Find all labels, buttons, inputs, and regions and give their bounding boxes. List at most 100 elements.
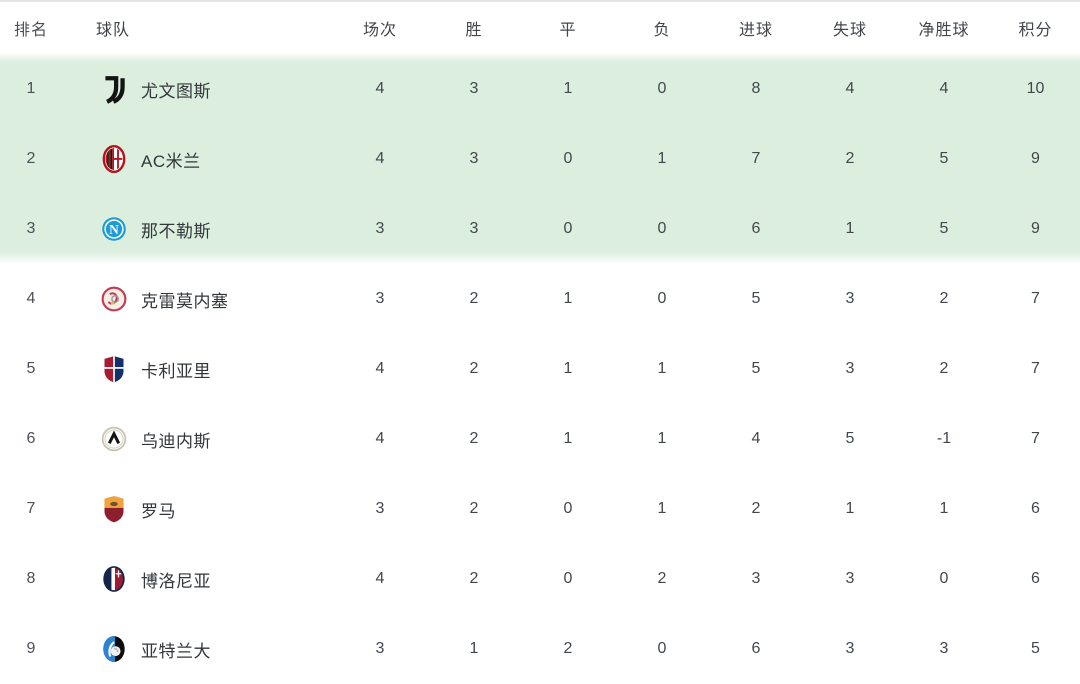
wins-cell: 3 xyxy=(469,80,479,97)
wins-cell: 2 xyxy=(469,570,479,587)
team-name: AC米兰 xyxy=(141,151,201,171)
goals-against-cell: 2 xyxy=(845,150,855,167)
draws-cell: 0 xyxy=(563,570,573,587)
table-row[interactable]: 3 N 那不勒斯 3 3 0 0 6 1 5 9 xyxy=(0,194,1080,264)
goals-for-cell: 5 xyxy=(751,290,761,307)
bologna-logo-icon xyxy=(100,564,128,594)
losses-cell: 2 xyxy=(657,570,667,587)
wins-cell: 3 xyxy=(469,150,479,167)
rank-cell: 2 xyxy=(26,150,36,167)
points-cell: 10 xyxy=(1026,80,1045,97)
rank-cell: 5 xyxy=(26,360,36,377)
cremonese-logo-icon xyxy=(100,284,128,314)
goals-for-cell: 6 xyxy=(751,640,761,657)
header-draws: 平 xyxy=(559,22,577,39)
losses-cell: 1 xyxy=(657,430,667,447)
goals-against-cell: 3 xyxy=(845,290,855,307)
played-cell: 3 xyxy=(375,640,385,657)
points-cell: 9 xyxy=(1031,150,1040,167)
udinese-logo-icon xyxy=(100,424,128,454)
team-cell: 乌迪内斯 xyxy=(62,424,333,454)
draws-cell: 1 xyxy=(563,360,573,377)
team-name: 亚特兰大 xyxy=(141,641,211,661)
played-cell: 4 xyxy=(375,150,385,167)
draws-cell: 0 xyxy=(563,500,573,517)
team-cell: 博洛尼亚 xyxy=(62,564,333,594)
team-cell: 罗马 xyxy=(62,494,333,524)
rank-cell: 4 xyxy=(26,290,36,307)
goal-diff-cell: 5 xyxy=(939,220,949,237)
table-row[interactable]: 5 卡利亚里 4 2 1 1 xyxy=(0,334,1080,404)
goals-for-cell: 6 xyxy=(751,220,761,237)
napoli-logo-icon: N xyxy=(100,214,128,244)
team-cell: 尤文图斯 xyxy=(62,74,333,104)
team-name: 罗马 xyxy=(141,501,176,521)
rank-cell: 8 xyxy=(26,570,36,587)
goals-for-cell: 5 xyxy=(751,360,761,377)
header-points: 积分 xyxy=(1018,22,1053,39)
table-row[interactable]: 4 克雷莫内塞 3 2 1 0 5 3 2 7 xyxy=(0,264,1080,334)
points-cell: 9 xyxy=(1031,220,1040,237)
goals-for-cell: 4 xyxy=(751,430,761,447)
draws-cell: 2 xyxy=(563,640,573,657)
rank-cell: 7 xyxy=(26,500,36,517)
table-row[interactable]: 7 罗马 3 2 0 1 2 1 xyxy=(0,474,1080,544)
team-cell: 亚特兰大 xyxy=(62,634,333,664)
roma-logo-icon xyxy=(100,494,128,524)
table-row[interactable]: 8 博洛尼亚 4 2 xyxy=(0,544,1080,614)
played-cell: 4 xyxy=(375,430,385,447)
table-row[interactable]: 6 乌迪内斯 4 2 1 1 4 5 -1 7 xyxy=(0,404,1080,474)
points-cell: 7 xyxy=(1031,430,1040,447)
header-played: 场次 xyxy=(362,22,397,39)
wins-cell: 2 xyxy=(469,500,479,517)
goal-diff-cell: 3 xyxy=(939,640,949,657)
goals-against-cell: 5 xyxy=(845,430,855,447)
rank-cell: 3 xyxy=(26,220,36,237)
header-goals-for: 进球 xyxy=(738,22,773,39)
draws-cell: 1 xyxy=(563,430,573,447)
played-cell: 4 xyxy=(375,360,385,377)
team-cell: N 那不勒斯 xyxy=(62,214,333,244)
played-cell: 4 xyxy=(375,570,385,587)
header-team: 球队 xyxy=(96,22,131,39)
team-name: 尤文图斯 xyxy=(141,81,211,101)
played-cell: 4 xyxy=(375,80,385,97)
played-cell: 3 xyxy=(375,500,385,517)
standings-body: 4 克雷莫内塞 3 2 1 0 5 3 2 7 xyxy=(0,264,1080,684)
atalanta-logo-icon xyxy=(100,634,128,664)
goals-against-cell: 1 xyxy=(845,500,855,517)
goal-diff-cell: 1 xyxy=(939,500,949,517)
header-rank: 排名 xyxy=(13,22,48,39)
team-name: 卡利亚里 xyxy=(141,361,211,381)
points-cell: 7 xyxy=(1031,360,1040,377)
goals-against-cell: 3 xyxy=(845,570,855,587)
table-header: 排名 球队 场次 胜 平 负 进球 失球 净胜球 积分 xyxy=(0,2,1080,54)
losses-cell: 0 xyxy=(657,640,667,657)
team-name: 克雷莫内塞 xyxy=(141,291,229,311)
table-row[interactable]: 2 xyxy=(0,124,1080,194)
rank-cell: 9 xyxy=(26,640,36,657)
goals-for-cell: 7 xyxy=(751,150,761,167)
goals-against-cell: 4 xyxy=(845,80,855,97)
team-cell: 克雷莫内塞 xyxy=(62,284,333,314)
table-row[interactable]: 1 尤文图斯 4 3 1 0 8 4 4 10 xyxy=(0,54,1080,124)
points-cell: 6 xyxy=(1031,570,1040,587)
header-wins: 胜 xyxy=(465,22,483,39)
played-cell: 3 xyxy=(375,290,385,307)
wins-cell: 2 xyxy=(469,360,479,377)
table-row[interactable]: 9 亚特兰大 3 1 xyxy=(0,614,1080,684)
losses-cell: 0 xyxy=(657,220,667,237)
team-name: 乌迪内斯 xyxy=(141,431,211,451)
goals-against-cell: 1 xyxy=(845,220,855,237)
goals-for-cell: 2 xyxy=(751,500,761,517)
losses-cell: 1 xyxy=(657,150,667,167)
losses-cell: 0 xyxy=(657,80,667,97)
points-cell: 5 xyxy=(1031,640,1040,657)
rank-cell: 6 xyxy=(26,430,36,447)
goals-against-cell: 3 xyxy=(845,640,855,657)
header-losses: 负 xyxy=(653,22,671,39)
cagliari-logo-icon xyxy=(100,354,128,384)
rank-cell: 1 xyxy=(26,80,36,97)
goal-diff-cell: 4 xyxy=(939,80,949,97)
